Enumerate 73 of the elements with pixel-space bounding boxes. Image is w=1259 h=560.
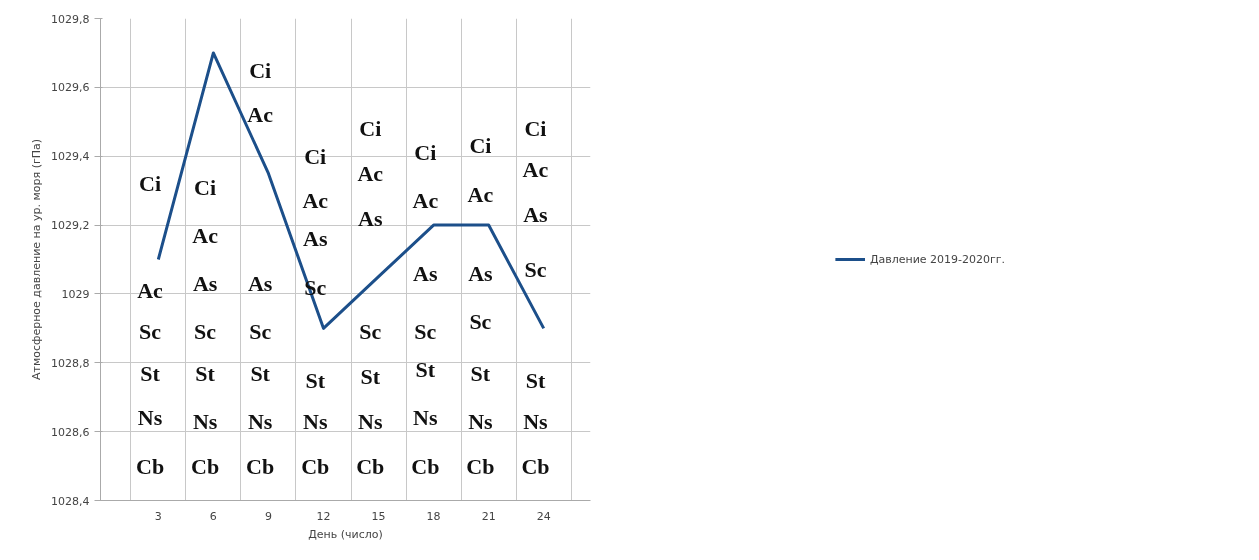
annotation: Ns [137,405,163,431]
annotation: St [415,357,436,383]
annotation: As [302,226,328,252]
annotation: Ac [412,188,439,214]
annotation: As [358,205,383,231]
annotation: Cb [521,453,550,479]
annotation: Ci [139,171,162,197]
annotation: Ac [137,277,164,303]
annotation: Ci [524,116,547,142]
annotation: St [525,367,546,393]
annotation: Ci [194,174,217,200]
annotation: St [195,360,216,386]
annotation: As [192,271,218,297]
annotation: Ci [359,116,382,142]
annotation: Ns [302,408,328,434]
annotation: Ac [247,102,274,128]
annotation: Ci [304,143,327,169]
y-tick-label: 1029 [61,287,90,301]
x-tick-label: 12 [316,509,331,523]
x-axis-title: День (число) [308,527,383,541]
x-tick-label: 18 [426,509,441,523]
annotation: Ns [413,405,438,431]
x-tick-label: 24 [536,509,551,523]
legend-label: Давление 2019-2020гг. [869,252,1006,266]
y-tick-label: 1029,6 [51,81,90,95]
annotation: Sc [414,319,437,345]
y-tick-label: 1029,4 [51,150,90,164]
annotation: Cb [301,453,330,479]
annotation: St [140,360,161,386]
annotation: Ns [247,408,273,434]
annotation: As [468,260,494,286]
annotation: Ac [467,181,494,207]
annotation: As [247,271,273,297]
annotation: Sc [139,319,162,345]
annotation: Ns [358,408,383,434]
y-tick-label: 1029,8 [51,12,90,26]
x-tick-label: 6 [209,509,217,523]
annotation: Sc [469,308,492,334]
annotation: Cb [356,453,385,479]
annotation: Sc [249,319,272,345]
annotation: Ns [468,408,494,434]
x-tick-label: 9 [264,509,272,523]
annotation: Ac [357,160,384,186]
annotation: Cb [135,453,165,479]
annotation: Cb [411,453,440,479]
annotation: Cb [191,453,220,479]
x-tick-label: 15 [371,509,386,523]
annotation: Ac [522,157,549,183]
annotation: Ac [302,188,329,214]
annotation: St [250,360,271,386]
annotation: St [470,360,491,386]
annotation: Ci [249,57,272,83]
y-tick-label: 1029,2 [51,219,90,233]
y-tick-label: 1028,4 [51,494,90,508]
annotation: As [413,260,438,286]
annotation: St [305,367,326,393]
annotation: Sc [194,319,217,345]
annotation: Ns [523,408,549,434]
annotation: Ac [192,222,219,248]
y-tick-label: 1028,8 [51,356,90,370]
annotation: Sc [359,319,382,345]
annotation: Ci [414,140,437,166]
y-axis-title: Атмосферное давление на ур. моря (гПа) [30,139,44,380]
annotation: Ci [469,133,492,159]
x-tick-label: 21 [481,509,496,523]
y-tick-label: 1028,6 [51,425,90,439]
annotation: Ns [192,408,218,434]
x-tick-label: 3 [154,509,162,523]
annotation: St [360,364,381,390]
annotation: As [523,202,549,228]
annotation: Cb [466,453,495,479]
annotation: Sc [524,257,547,283]
annotation: Cb [246,453,275,479]
